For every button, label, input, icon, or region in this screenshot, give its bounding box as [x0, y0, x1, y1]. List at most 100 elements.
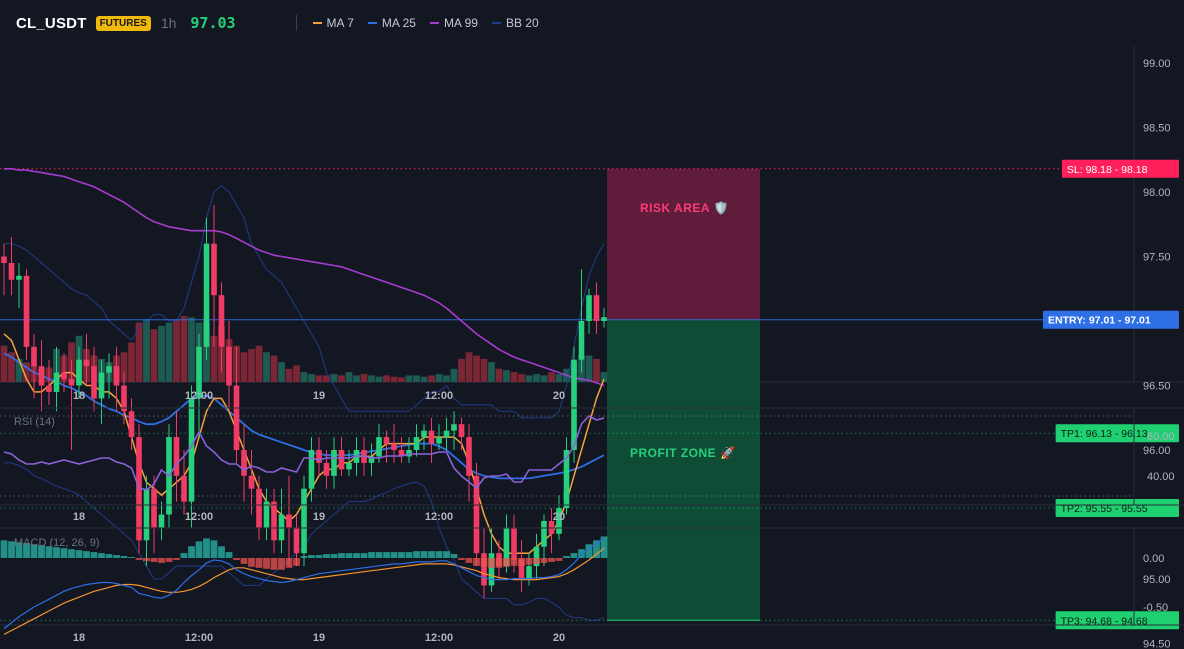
volume-bar — [180, 316, 188, 382]
time-tick-label: 20 — [553, 632, 565, 644]
candle-body — [428, 430, 435, 444]
candle-body — [211, 243, 217, 296]
level-tag-text: ENTRY: 97.01 - 97.01 — [1048, 315, 1151, 327]
rsi-line — [3, 415, 605, 491]
level-tag-text: TP2: 95.55 - 95.55 — [1061, 503, 1148, 515]
macd-histogram-bar — [353, 553, 360, 558]
candle-body — [518, 559, 525, 579]
candle-body — [421, 430, 427, 438]
legend-ma25[interactable]: MA 25 — [367, 16, 416, 30]
price-tick-label: 98.00 — [1143, 187, 1171, 199]
candle-body — [256, 488, 262, 528]
volume-bar — [525, 375, 533, 382]
level-tag-bg — [1043, 310, 1179, 329]
macd-tick-label: 0.00 — [1143, 553, 1164, 565]
candle-body — [121, 385, 127, 412]
candle-body — [91, 366, 97, 399]
legend-swatch-ma25 — [367, 22, 377, 24]
macd-histogram-bar — [450, 554, 458, 558]
macd-histogram-bar — [68, 549, 75, 558]
candle-body — [556, 508, 562, 534]
macd-histogram-bar — [203, 538, 210, 558]
macd-histogram-bar — [15, 542, 23, 558]
macd-histogram-bar — [233, 558, 240, 560]
volume-bar — [188, 317, 195, 382]
macd-histogram-bar — [98, 553, 105, 558]
volume-bar — [263, 352, 270, 382]
volume-bar — [293, 365, 300, 382]
macd-histogram-bar — [420, 551, 428, 558]
price-tick-label: 95.00 — [1143, 574, 1171, 586]
volume-bar — [330, 374, 338, 382]
volume-bar — [383, 375, 390, 382]
macd-histogram-bar — [518, 558, 525, 566]
candle-body — [106, 366, 112, 373]
macd-histogram-bar — [323, 554, 330, 558]
candle-body — [571, 359, 577, 450]
macd-histogram-bar — [218, 546, 225, 558]
volume-bar — [323, 375, 330, 382]
volume-bar — [465, 352, 473, 382]
time-tick-label: 19 — [313, 632, 325, 644]
volume-bar — [248, 349, 255, 382]
macd-histogram-bar — [255, 558, 263, 568]
macd-histogram-bar — [525, 558, 533, 565]
candle-body — [391, 443, 397, 450]
macd-histogram-bar — [105, 554, 113, 558]
legend-label-ma25: MA 25 — [381, 16, 416, 30]
macd-histogram-bar — [338, 553, 345, 558]
volume-bar — [210, 335, 218, 382]
macd-histogram-bar — [540, 558, 548, 563]
macd-histogram-bar — [158, 558, 165, 563]
macd-histogram-bar — [120, 556, 128, 558]
macd-signal-line — [3, 547, 605, 635]
macd-histogram-bar — [548, 558, 555, 562]
volume-bar — [345, 372, 353, 382]
level-tag-bg — [1055, 499, 1179, 518]
candle-body — [308, 450, 315, 489]
candle-body — [248, 475, 255, 489]
price-tick-label: 94.50 — [1143, 639, 1171, 649]
candle-body — [526, 566, 532, 579]
time-tick-label: 18 — [73, 632, 85, 644]
macd-histogram-bar — [300, 556, 308, 558]
legend-ma99[interactable]: MA 99 — [429, 16, 478, 30]
macd-histogram-bar — [53, 547, 60, 558]
volume-bar — [150, 329, 158, 382]
price-tick-label: 96.00 — [1143, 445, 1171, 457]
candle-body — [338, 450, 345, 470]
volume-bar — [158, 325, 165, 382]
candle-body — [481, 553, 487, 586]
candle-body — [173, 437, 180, 476]
candle-body — [593, 295, 600, 321]
volume-bar — [338, 375, 345, 382]
level-tag-text: TP1: 96.13 - 96.13 — [1061, 428, 1148, 440]
macd-histogram-bar — [585, 544, 593, 558]
macd-histogram-bar — [248, 558, 255, 567]
legend-ma7[interactable]: MA 7 — [312, 16, 354, 30]
candle-body — [473, 475, 480, 554]
candle-body — [233, 385, 240, 450]
price-tick-label: 99.00 — [1143, 58, 1171, 70]
macd-histogram-bar — [413, 551, 420, 558]
candle-body — [578, 321, 585, 360]
volume-bar — [420, 376, 428, 382]
macd-line — [3, 537, 605, 630]
candle-body — [488, 553, 495, 586]
candle-body — [143, 488, 150, 541]
candle-body — [188, 398, 195, 502]
volume-bar — [473, 355, 480, 382]
timeframe-label[interactable]: 1h — [160, 15, 177, 31]
symbol-name[interactable]: CL_USDT — [16, 14, 87, 32]
candle-body — [533, 546, 540, 567]
candle-body — [113, 366, 120, 386]
legend-bb20[interactable]: BB 20 — [491, 16, 539, 30]
macd-histogram-bar — [30, 544, 38, 558]
futures-badge: FUTURES — [95, 15, 151, 31]
macd-histogram-bar — [90, 552, 98, 558]
macd-histogram-bar — [263, 558, 270, 569]
macd-histogram-bar — [510, 558, 518, 566]
candle-body — [586, 295, 592, 321]
macd-histogram-bar — [135, 558, 143, 560]
